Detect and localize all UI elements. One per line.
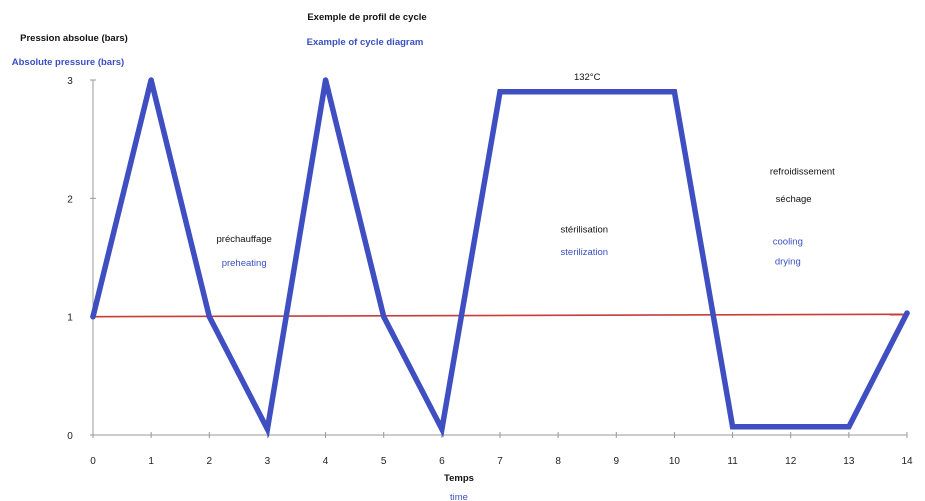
- y-tick-label: 0: [67, 431, 73, 442]
- x-tick-label: 1: [148, 456, 154, 467]
- y-tick-label: 2: [67, 194, 73, 205]
- annotation-en: cooling: [773, 236, 803, 247]
- annotation-en: preheating: [222, 258, 267, 269]
- y-axis-title: Pression absolue (bars): [20, 33, 128, 44]
- y-axis-title-english: Absolute pressure (bars): [12, 57, 124, 68]
- pressure-series-line: [90, 79, 910, 438]
- x-tick-label: 9: [614, 456, 620, 467]
- x-axis-title: Temps: [444, 473, 474, 484]
- data-point: [264, 426, 271, 432]
- annotation-fr: refroidissement: [770, 167, 835, 178]
- annotation-fr: préchauffage: [217, 234, 272, 245]
- x-tick-label: 5: [381, 456, 387, 467]
- series-points: [90, 77, 910, 432]
- x-tick-label: 14: [901, 456, 913, 467]
- annotation-fr: 132°C: [574, 72, 601, 83]
- atmospheric-reference-line: [92, 313, 908, 318]
- y-tick-label: 3: [67, 76, 73, 87]
- chart-subtitle: Example of cycle diagram: [307, 37, 424, 48]
- data-point: [90, 313, 96, 320]
- x-axis-title-english: time: [450, 492, 468, 501]
- x-tick-label: 13: [843, 456, 855, 467]
- x-tick-label: 7: [497, 456, 503, 467]
- annotation-en: sterilization: [561, 247, 609, 258]
- x-tick-label: 11: [727, 456, 738, 467]
- x-tick-label: 8: [555, 456, 561, 467]
- annotation-fr: séchage: [776, 194, 812, 205]
- data-point: [846, 424, 852, 430]
- data-point: [497, 89, 503, 95]
- y-ticks: 0 1 2 3: [67, 76, 96, 442]
- x-tick-label: 2: [207, 456, 213, 467]
- data-point: [729, 424, 736, 430]
- annotation-en: drying: [775, 257, 801, 268]
- data-point: [381, 313, 387, 320]
- y-tick-label: 1: [67, 313, 73, 324]
- chart-title: Exemple de profil de cycle: [307, 12, 426, 23]
- x-tick-label: 3: [265, 456, 271, 467]
- x-ticks: 0 1 2 3 4 5 6 7 8 9 10 11 12 13 14: [90, 432, 913, 467]
- data-point: [671, 89, 678, 95]
- annotation-fr: stérilisation: [561, 225, 609, 236]
- data-point: [904, 310, 910, 316]
- x-tick-label: 6: [439, 456, 445, 467]
- data-point: [322, 77, 329, 83]
- data-point: [148, 77, 154, 83]
- x-tick-label: 12: [785, 456, 797, 467]
- zone-annotations: préchauffage preheating stérilisation steri…: [217, 72, 836, 269]
- x-tick-label: 0: [90, 456, 96, 467]
- data-point: [206, 313, 212, 320]
- x-tick-label: 10: [669, 456, 681, 467]
- data-point: [439, 426, 445, 432]
- x-tick-label: 4: [323, 456, 329, 467]
